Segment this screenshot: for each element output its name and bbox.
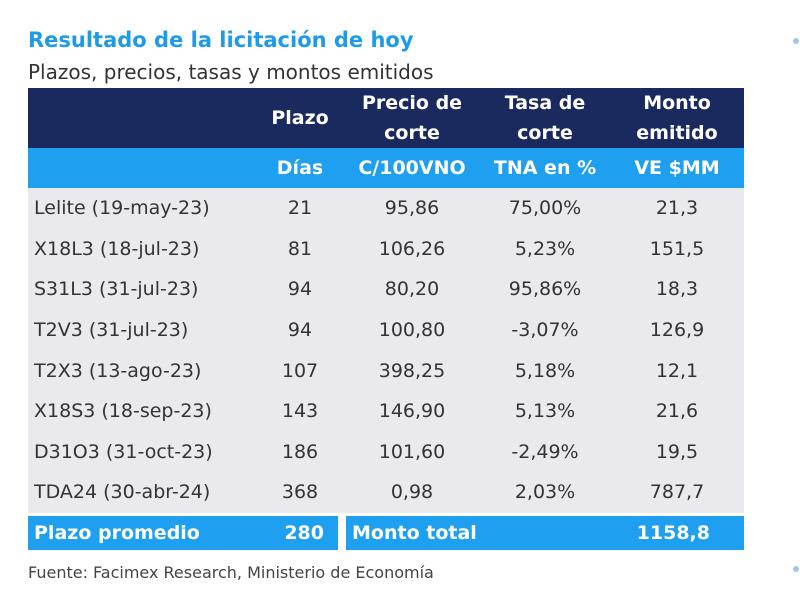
cell-name: T2V3 (31-jul-23) bbox=[28, 309, 256, 351]
monto-total-value: 1158,8 bbox=[636, 521, 710, 544]
header-name bbox=[28, 88, 256, 148]
units-name bbox=[28, 148, 256, 188]
table-row: D31O3 (31-oct-23) 186 101,60 -2,49% 19,5 bbox=[28, 431, 744, 473]
cell-monto: 12,1 bbox=[610, 350, 744, 391]
cell-plazo: 94 bbox=[256, 309, 344, 351]
cell-precio: 398,25 bbox=[344, 350, 480, 391]
cell-monto: 18,3 bbox=[610, 269, 744, 310]
edge-dot-decoration bbox=[793, 566, 799, 572]
summary-row: Plazo promedio 280 Monto total 1158,8 bbox=[28, 513, 744, 551]
cell-tasa: -2,49% bbox=[480, 431, 610, 473]
edge-dot-decoration bbox=[793, 38, 799, 44]
cell-precio: 146,90 bbox=[344, 390, 480, 432]
cell-monto: 787,7 bbox=[610, 472, 744, 513]
header-row: Plazo Precio de corte Tasa de corte Mont… bbox=[28, 88, 744, 148]
results-table: Plazo Precio de corte Tasa de corte Mont… bbox=[28, 88, 744, 551]
page-subtitle: Plazos, precios, tasas y montos emitidos bbox=[28, 60, 434, 84]
cell-monto: 126,9 bbox=[610, 309, 744, 351]
header-tasa: Tasa de corte bbox=[480, 88, 610, 148]
cell-tasa: 5,23% bbox=[480, 228, 610, 270]
plazo-promedio-label: Plazo promedio bbox=[34, 521, 200, 544]
cell-plazo: 81 bbox=[256, 228, 344, 270]
cell-plazo: 107 bbox=[256, 350, 344, 391]
cell-name: Lelite (19-may-23) bbox=[28, 188, 256, 229]
plazo-promedio-box: Plazo promedio 280 bbox=[28, 515, 338, 550]
cell-tasa: -3,07% bbox=[480, 309, 610, 351]
cell-precio: 106,26 bbox=[344, 228, 480, 270]
cell-tasa: 75,00% bbox=[480, 188, 610, 229]
units-plazo: Días bbox=[256, 148, 344, 188]
cell-tasa: 5,13% bbox=[480, 390, 610, 432]
cell-precio: 100,80 bbox=[344, 309, 480, 351]
cell-precio: 95,86 bbox=[344, 188, 480, 229]
header-precio: Precio de corte bbox=[344, 88, 480, 148]
plazo-summary-cell: Plazo promedio 280 bbox=[28, 513, 344, 551]
cell-name: TDA24 (30-abr-24) bbox=[28, 472, 256, 513]
monto-summary-cell: Monto total 1158,8 bbox=[344, 513, 744, 551]
monto-total-box: Monto total 1158,8 bbox=[346, 515, 744, 550]
plazo-promedio-value: 280 bbox=[284, 521, 324, 544]
table-row: T2X3 (13-ago-23) 107 398,25 5,18% 12,1 bbox=[28, 350, 744, 391]
header-plazo: Plazo bbox=[256, 88, 344, 148]
cell-name: S31L3 (31-jul-23) bbox=[28, 269, 256, 310]
cell-plazo: 186 bbox=[256, 431, 344, 473]
units-tasa: TNA en % bbox=[480, 148, 610, 188]
cell-tasa: 2,03% bbox=[480, 472, 610, 513]
units-row: Días C/100VNO TNA en % VE $MM bbox=[28, 148, 744, 188]
cell-tasa: 5,18% bbox=[480, 350, 610, 391]
cell-name: X18S3 (18-sep-23) bbox=[28, 390, 256, 432]
table-row: TDA24 (30-abr-24) 368 0,98 2,03% 787,7 bbox=[28, 472, 744, 513]
cell-precio: 0,98 bbox=[344, 472, 480, 513]
cell-monto: 19,5 bbox=[610, 431, 744, 473]
cell-plazo: 94 bbox=[256, 269, 344, 310]
table-row: Lelite (19-may-23) 21 95,86 75,00% 21,3 bbox=[28, 188, 744, 229]
cell-precio: 80,20 bbox=[344, 269, 480, 310]
cell-name: D31O3 (31-oct-23) bbox=[28, 431, 256, 473]
units-monto: VE $MM bbox=[610, 148, 744, 188]
cell-plazo: 143 bbox=[256, 390, 344, 432]
source-note: Fuente: Facimex Research, Ministerio de … bbox=[28, 563, 434, 582]
cell-monto: 21,6 bbox=[610, 390, 744, 432]
cell-plazo: 21 bbox=[256, 188, 344, 229]
table-row: X18S3 (18-sep-23) 143 146,90 5,13% 21,6 bbox=[28, 390, 744, 432]
table-row: S31L3 (31-jul-23) 94 80,20 95,86% 18,3 bbox=[28, 269, 744, 310]
cell-name: X18L3 (18-jul-23) bbox=[28, 228, 256, 270]
cell-tasa: 95,86% bbox=[480, 269, 610, 310]
page-title: Resultado de la licitación de hoy bbox=[28, 28, 414, 52]
cell-monto: 151,5 bbox=[610, 228, 744, 270]
table-row: T2V3 (31-jul-23) 94 100,80 -3,07% 126,9 bbox=[28, 309, 744, 351]
cell-plazo: 368 bbox=[256, 472, 344, 513]
table-row: X18L3 (18-jul-23) 81 106,26 5,23% 151,5 bbox=[28, 228, 744, 270]
units-precio: C/100VNO bbox=[344, 148, 480, 188]
cell-name: T2X3 (13-ago-23) bbox=[28, 350, 256, 391]
table-body: Lelite (19-may-23) 21 95,86 75,00% 21,3 … bbox=[28, 188, 744, 551]
monto-total-label: Monto total bbox=[352, 521, 477, 544]
header-monto: Monto emitido bbox=[610, 88, 744, 148]
cell-monto: 21,3 bbox=[610, 188, 744, 229]
cell-precio: 101,60 bbox=[344, 431, 480, 473]
